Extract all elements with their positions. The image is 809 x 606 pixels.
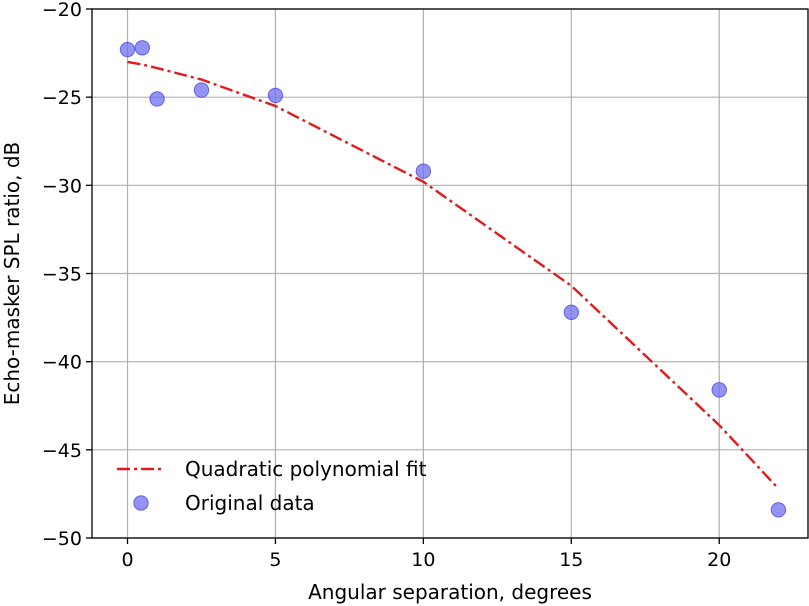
data-point [149,91,165,107]
data-point [119,41,136,58]
y-tick-label: −50 [42,528,82,550]
x-tick-label: 10 [411,549,435,571]
y-tick-label: −40 [42,352,82,374]
data-point [770,502,787,518]
legend-data-swatch [133,495,149,511]
fit-layer [127,60,780,490]
ticks: 0 5 10 15 20 −20 −25 −30 −35 −40 −45 −50 [42,0,731,571]
y-tick-label: −45 [42,440,82,462]
legend-fit-label: Quadratic polynomial fit [185,457,427,481]
y-tick-label: −30 [42,175,82,197]
y-tick-label: −25 [42,87,82,109]
data-point [267,87,284,104]
points-layer [119,40,787,518]
x-tick-label: 0 [121,549,133,571]
data-point [563,304,580,320]
x-tick-label: 15 [559,549,583,571]
legend-data-label: Original data [185,491,315,515]
data-point [134,40,150,56]
y-axis-label: Echo-masker SPL ratio, dB [0,142,24,406]
data-point [193,82,210,98]
fit-line [127,60,780,490]
legend: Quadratic polynomial fit Original data [117,457,427,515]
x-axis-label: Angular separation, degrees [308,580,592,604]
data-point [711,382,727,398]
x-tick-label: 20 [707,549,731,571]
x-tick-label: 5 [269,549,281,571]
y-tick-label: −20 [42,0,82,21]
y-tick-label: −35 [42,264,82,286]
data-point [415,163,432,179]
